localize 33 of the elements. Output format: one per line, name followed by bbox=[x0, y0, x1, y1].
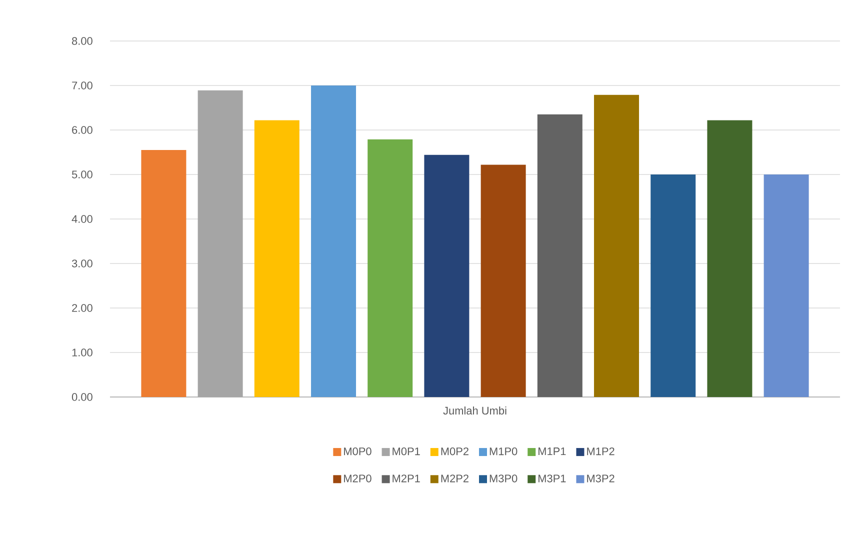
bar bbox=[141, 150, 186, 397]
legend-label: M2P0 bbox=[344, 474, 372, 482]
bar bbox=[650, 174, 696, 397]
y-tick-label: 4.00 bbox=[72, 215, 92, 223]
y-tick-label: 7.00 bbox=[72, 82, 92, 90]
bar bbox=[594, 94, 640, 397]
y-tick-label: 1.00 bbox=[72, 348, 92, 356]
bar bbox=[537, 114, 582, 397]
y-tick-label: 0.00 bbox=[72, 393, 92, 401]
legend-label: M3P1 bbox=[538, 474, 566, 482]
legend-label: M0P2 bbox=[441, 447, 468, 456]
y-tick-label: 5.00 bbox=[72, 170, 92, 178]
bar bbox=[480, 164, 526, 397]
legend-label: M2P1 bbox=[392, 474, 420, 482]
bar bbox=[764, 174, 809, 397]
legend-label: M3P0 bbox=[490, 474, 518, 482]
bar bbox=[424, 154, 470, 397]
y-tick-label: 8.00 bbox=[72, 37, 92, 45]
bar bbox=[254, 120, 300, 397]
y-tick-label: 3.00 bbox=[72, 260, 92, 268]
bar bbox=[311, 85, 356, 397]
y-tick-label: 6.00 bbox=[72, 126, 92, 134]
bar bbox=[368, 139, 413, 397]
bar bbox=[707, 120, 752, 397]
legend-label: M1P1 bbox=[538, 448, 566, 456]
x-tick-label: Jumlah Umbi bbox=[443, 406, 506, 415]
legend-label: M2P2 bbox=[441, 474, 468, 482]
legend-label: M0P1 bbox=[392, 447, 420, 456]
legend-label: M3P2 bbox=[587, 474, 614, 482]
legend-label: M1P2 bbox=[587, 447, 614, 456]
y-tick-label: 2.00 bbox=[72, 304, 92, 312]
legend-label: M1P0 bbox=[490, 447, 518, 456]
legend-label: M0P0 bbox=[344, 447, 372, 456]
